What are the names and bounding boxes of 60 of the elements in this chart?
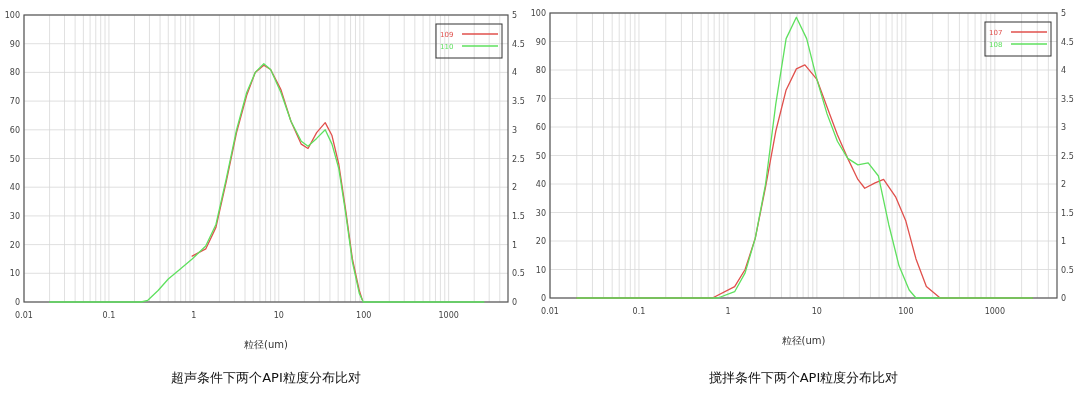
y2-tick-label: 4.5 <box>1061 37 1074 47</box>
y2-tick-label: 4 <box>1061 66 1067 75</box>
y-tick-label: 20 <box>535 237 546 246</box>
x-tick-label: 1 <box>191 311 197 320</box>
x-tick-label: 100 <box>898 307 914 316</box>
y2-tick-label: 3.5 <box>512 97 525 107</box>
text: 超声条件下两个API粒度分布比对 <box>171 370 361 385</box>
y2-tick-label: 2 <box>512 183 518 193</box>
y-tick-label: 80 <box>9 68 20 78</box>
y2-tick-label: 0 <box>1061 294 1067 303</box>
y2-tick-label: 0 <box>512 298 518 307</box>
x-axis-title: 粒径(um) <box>244 339 289 350</box>
y2-tick-label: 3 <box>1061 123 1067 132</box>
x-tick-label: 0.01 <box>541 307 559 316</box>
x-tick-label: 0.1 <box>102 311 116 320</box>
x-tick-label: 100 <box>356 311 372 320</box>
y-tick-label: 60 <box>535 123 546 132</box>
y-tick-label: 10 <box>9 269 20 279</box>
y-tick-label: 40 <box>535 180 546 189</box>
y-tick-label: 70 <box>535 94 546 104</box>
text: 搅拌条件下两个API粒度分布比对 <box>708 370 899 385</box>
y2-tick-label: 0.5 <box>512 269 525 279</box>
y2-tick-label: 3 <box>512 125 518 135</box>
y-tick-label: 100 <box>530 9 546 18</box>
y-tick-label: 30 <box>535 208 546 218</box>
y2-tick-label: 2.5 <box>1061 151 1074 161</box>
y-tick-label: 70 <box>9 97 20 107</box>
y2-tick-label: 0.5 <box>1061 265 1074 275</box>
y-tick-label: 10 <box>535 265 546 275</box>
x-tick-label: 0.1 <box>632 307 646 316</box>
y-tick-label: 40 <box>9 183 20 193</box>
y2-tick-label: 5 <box>1061 9 1067 18</box>
y-tick-label: 20 <box>9 240 20 250</box>
x-axis-title: 粒径(um) <box>781 335 826 346</box>
y2-tick-label: 4.5 <box>512 39 525 49</box>
y2-tick-label: 4 <box>512 68 518 78</box>
y2-tick-label: 5 <box>512 11 518 20</box>
x-tick-label: 10 <box>273 311 284 320</box>
x-tick-label: 1 <box>725 307 731 316</box>
y2-tick-label: 2.5 <box>512 154 525 164</box>
y2-tick-label: 3.5 <box>1061 94 1074 104</box>
y-tick-label: 50 <box>9 154 20 164</box>
y2-tick-label: 1.5 <box>1061 208 1074 218</box>
y-tick-label: 0 <box>540 294 546 303</box>
y-tick-label: 100 <box>4 11 20 20</box>
y-tick-label: 60 <box>9 125 20 135</box>
y-tick-label: 90 <box>535 37 546 47</box>
y-tick-label: 80 <box>535 66 546 75</box>
y-tick-label: 30 <box>9 211 20 221</box>
x-tick-label: 1000 <box>438 311 459 320</box>
y-tick-label: 50 <box>535 151 546 161</box>
y2-tick-label: 1 <box>512 240 518 250</box>
y2-tick-label: 1 <box>1061 237 1067 246</box>
y2-tick-label: 1.5 <box>512 211 525 221</box>
x-tick-label: 0.01 <box>15 311 33 320</box>
y-tick-label: 90 <box>9 39 20 49</box>
y-tick-label: 0 <box>14 298 20 307</box>
x-tick-label: 1000 <box>984 307 1005 316</box>
y2-tick-label: 2 <box>1061 180 1067 189</box>
x-tick-label: 10 <box>811 307 822 316</box>
